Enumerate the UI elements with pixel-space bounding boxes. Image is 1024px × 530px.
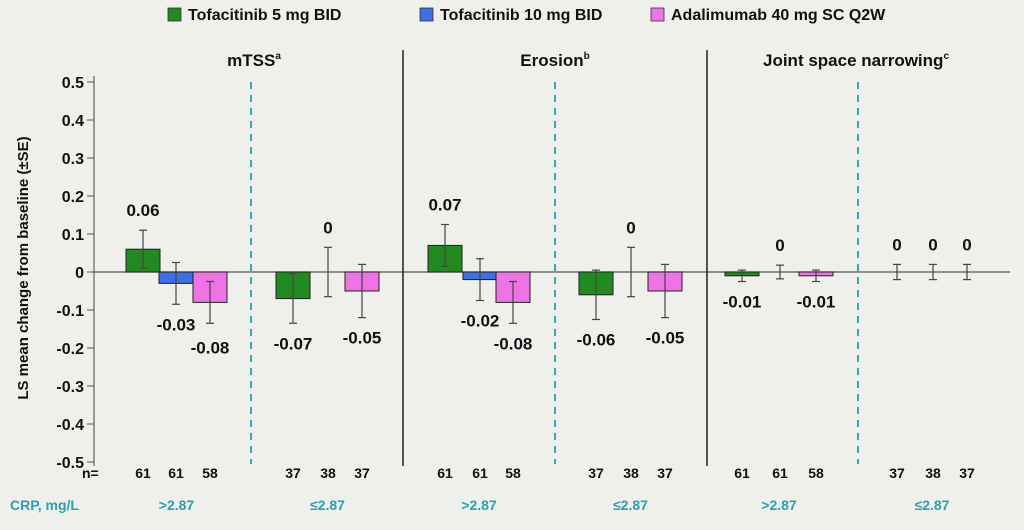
y-tick-label: -0.1 (56, 303, 84, 320)
y-axis-label: LS mean change from baseline (±SE) (15, 136, 32, 399)
data-label: 0 (323, 218, 332, 237)
n-value: 37 (889, 465, 905, 481)
data-label: -0.01 (723, 293, 762, 312)
data-label: -0.08 (191, 338, 230, 357)
n-value: 58 (808, 465, 824, 481)
crp-group-label: >2.87 (461, 497, 497, 513)
legend-label-2: Adalimumab 40 mg SC Q2W (671, 7, 886, 24)
y-tick-label: 0.1 (62, 227, 84, 244)
n-value: 37 (354, 465, 370, 481)
y-tick-label: 0.5 (62, 75, 84, 92)
crp-group-label: >2.87 (159, 497, 195, 513)
data-label: 0.07 (428, 196, 461, 215)
n-value: 61 (472, 465, 488, 481)
data-label: -0.08 (494, 334, 533, 353)
data-label: 0 (928, 235, 937, 254)
legend-swatch-1 (419, 7, 434, 22)
n-value: 37 (959, 465, 975, 481)
data-label: 0 (962, 235, 971, 254)
data-label: -0.07 (274, 334, 313, 353)
n-value: 38 (320, 465, 336, 481)
n-value: 37 (588, 465, 604, 481)
y-tick-label: -0.3 (56, 379, 84, 396)
data-label: -0.05 (646, 329, 685, 348)
n-value: 58 (202, 465, 218, 481)
data-label: 0.06 (126, 201, 159, 220)
n-value: 61 (135, 465, 151, 481)
y-tick-label: -0.4 (56, 417, 84, 434)
crp-label: CRP, mg/L (10, 497, 79, 513)
n-value: 61 (437, 465, 453, 481)
data-label: -0.03 (157, 315, 196, 334)
n-value: 58 (505, 465, 521, 481)
legend-swatch-0 (167, 7, 182, 22)
n-value: 37 (285, 465, 301, 481)
n-value: 38 (623, 465, 639, 481)
legend-label-0: Tofacitinib 5 mg BID (188, 7, 341, 24)
panel-title: mTSSa (227, 51, 281, 70)
n-value: 61 (772, 465, 788, 481)
y-tick-label: 0.2 (62, 189, 84, 206)
data-label: 0 (892, 235, 901, 254)
y-tick-label: 0.4 (62, 113, 84, 130)
data-label: 0 (775, 236, 784, 255)
legend-swatch-2 (650, 7, 665, 22)
n-value: 61 (168, 465, 184, 481)
crp-group-label: ≤2.87 (613, 497, 648, 513)
crp-group-label: ≤2.87 (915, 497, 950, 513)
panel-title: Joint space narrowingc (763, 51, 949, 70)
n-value: 37 (657, 465, 673, 481)
y-tick-label: 0.3 (62, 151, 84, 168)
data-label: 0 (626, 218, 635, 237)
crp-group-label: >2.87 (761, 497, 797, 513)
y-tick-label: -0.5 (56, 455, 84, 472)
data-label: -0.05 (343, 329, 382, 348)
n-value: 61 (734, 465, 750, 481)
panel-title: Erosionb (520, 51, 589, 70)
y-tick-label: -0.2 (56, 341, 84, 358)
n-value: 38 (925, 465, 941, 481)
y-tick-label: 0 (75, 265, 84, 282)
data-label: -0.02 (461, 312, 500, 331)
crp-group-label: ≤2.87 (310, 497, 345, 513)
data-label: -0.06 (577, 331, 616, 350)
legend-label-1: Tofacitinib 10 mg BID (440, 7, 602, 24)
n-label: n= (82, 465, 99, 481)
data-label: -0.01 (797, 293, 836, 312)
